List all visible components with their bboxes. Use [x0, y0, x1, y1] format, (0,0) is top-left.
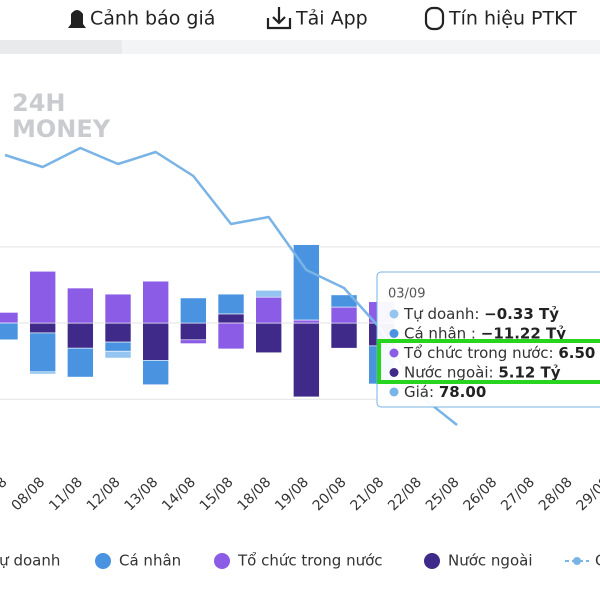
bar-segment: [293, 319, 320, 324]
tooltip-dot: [389, 309, 399, 319]
bar-segment: [142, 322, 169, 361]
bar-segment: [217, 313, 245, 324]
nav-bar: [0, 0, 600, 40]
bar-segment: [29, 270, 56, 324]
bar-segment: [142, 280, 169, 324]
bar-segment: [29, 322, 56, 334]
tooltip-value: 6.50 Tỷ: [558, 344, 600, 362]
x-tick-label: 25/08: [423, 474, 463, 514]
bar-segment: [330, 306, 358, 324]
legend-item[interactable]: Giá: [565, 552, 600, 570]
bar-segment: [67, 287, 94, 324]
tooltip-dot: [389, 368, 399, 377]
legend-label: Tự doanh: [0, 552, 60, 570]
bell-icon: [68, 10, 86, 28]
bar-segment: [67, 347, 94, 378]
legend-label: Nước ngoài: [448, 552, 533, 570]
legend-marker: [214, 553, 230, 569]
signal-icon: [424, 6, 445, 31]
legend-item[interactable]: Cá nhân: [95, 552, 181, 570]
bar-segment: [255, 296, 282, 324]
download-icon: [266, 7, 292, 30]
tooltip-title: 03/09: [388, 287, 425, 302]
bar-segment: [255, 290, 282, 298]
bar-segment: [0, 322, 19, 341]
x-tick-label: 26/08: [461, 474, 501, 514]
watermark: 24H: [12, 89, 65, 117]
bar-segment: [293, 322, 320, 398]
tooltip-value: 78.00: [439, 383, 486, 401]
tooltip-label: Cá nhân :: [404, 324, 481, 342]
tooltip-row: Tự doanh: −0.33 Tỷ: [403, 305, 559, 323]
x-tick-label: 15/08: [197, 474, 237, 514]
nav-label[interactable]: Tín hiệu PTKT: [448, 8, 577, 30]
nav-item[interactable]: Tải App: [266, 7, 368, 30]
bar-segment: [104, 350, 132, 359]
x-tick-label: 11/08: [46, 474, 86, 514]
x-tick-label: 14/08: [159, 474, 199, 514]
x-tick-label: 29/08: [574, 474, 600, 514]
legend-label: Giá: [595, 552, 600, 570]
tab: [0, 40, 122, 54]
x-tick-label: 28/08: [536, 474, 576, 514]
bar-segment: [29, 332, 56, 373]
bar-segment: [67, 322, 94, 349]
bar-segment: [0, 312, 19, 324]
bar-segment: [330, 322, 358, 349]
tooltip-row: Nước ngoài: 5.12 Tỷ: [404, 363, 561, 381]
bar-segment: [180, 297, 207, 324]
x-tick-label: 20/08: [310, 474, 350, 514]
nav-item[interactable]: Tín hiệu PTKT: [424, 6, 577, 31]
legend-label: Tổ chức trong nước: [237, 552, 383, 570]
bar-segment: [142, 360, 169, 386]
legend-item[interactable]: Nước ngoài: [424, 552, 533, 570]
x-tick-label: 19/08: [272, 474, 312, 514]
bar-segment: [180, 339, 207, 344]
tooltip-dot: [389, 348, 399, 358]
bar-segment: [255, 322, 282, 354]
legend-marker: [424, 553, 440, 569]
tooltip-value: −0.33 Tỷ: [484, 305, 559, 323]
tooltip-label: Tự doanh:: [403, 305, 484, 323]
tooltip-dot: [389, 329, 399, 338]
x-tick-label: 13/08: [121, 474, 161, 514]
bar-segment: [104, 341, 132, 352]
tooltip-value: −11.22 Tỷ: [481, 324, 566, 342]
bar-segment: [104, 293, 132, 324]
tooltip-dot: [389, 387, 399, 397]
tooltip-label: Nước ngoài:: [404, 363, 498, 381]
tooltip-label: Tổ chức trong nước:: [403, 344, 558, 362]
legend-item[interactable]: Tổ chức trong nước: [214, 552, 383, 570]
bar-segment: [217, 322, 245, 350]
bar-segment: [180, 322, 207, 341]
legend-item[interactable]: Tự doanh: [0, 552, 60, 570]
legend-marker: [95, 553, 111, 569]
tooltip-row: Tổ chức trong nước: 6.50 Tỷ: [403, 344, 600, 362]
x-tick-label: 18/08: [234, 474, 274, 514]
nav-item[interactable]: Cảnh báo giá: [68, 8, 215, 30]
nav-label[interactable]: Cảnh báo giá: [90, 8, 215, 30]
legend-label: Cá nhân: [119, 552, 181, 570]
bar-segment: [29, 371, 56, 375]
x-tick-label: 21/08: [348, 474, 388, 514]
x-tick-label: 27/08: [498, 474, 538, 514]
highlight-box: [377, 339, 600, 384]
x-tick-label: 12/08: [84, 474, 124, 514]
tooltip-row: Cá nhân : −11.22 Tỷ: [404, 324, 566, 342]
x-tick-label: 22/08: [385, 474, 425, 514]
tooltip-label: Giá:: [404, 383, 439, 401]
legend-marker: [573, 557, 581, 565]
tooltip-row: Giá: 78.00: [404, 383, 486, 401]
tooltip-value: 5.12 Tỷ: [498, 363, 560, 381]
x-tick-label: 07/08: [0, 474, 11, 514]
bar-segment: [104, 322, 132, 343]
bar-segment: [217, 293, 245, 315]
watermark: MONEY: [12, 115, 111, 143]
x-tick-label: 08/08: [8, 474, 48, 514]
nav-shadow: [0, 40, 600, 54]
nav-label[interactable]: Tải App: [295, 8, 368, 30]
